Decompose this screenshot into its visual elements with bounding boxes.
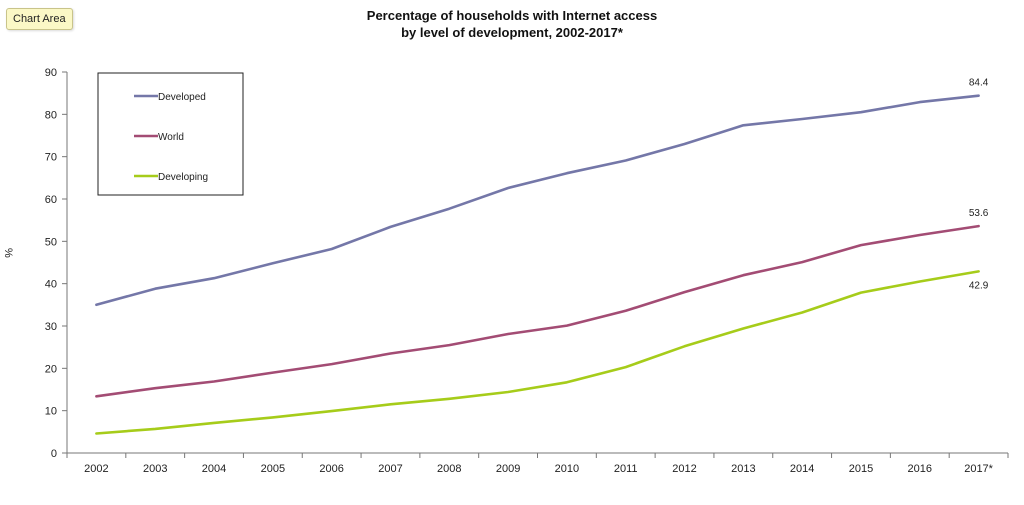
y-tick-label: 30 — [45, 321, 57, 333]
y-axis: 0 10 20 30 40 50 60 70 80 90 — [45, 67, 68, 460]
legend-label-developed: Developed — [158, 92, 206, 103]
y-tick-label: 10 — [45, 406, 57, 418]
x-tick-label: 2012 — [672, 463, 696, 475]
series-line-developing — [95, 270, 980, 435]
y-tick-label: 70 — [45, 152, 57, 164]
x-tick-label: 2003 — [143, 463, 167, 475]
x-axis: 2002 2003 2004 2005 2006 2007 2008 2009 2010 2011… — [66, 452, 1009, 475]
x-tick-label: 2014 — [790, 463, 814, 475]
x-tick-label: 2017* — [964, 463, 993, 475]
series-line-developed — [95, 94, 980, 307]
data-label-developing: 42.9 — [969, 280, 989, 291]
x-tick-label: 2004 — [202, 463, 226, 475]
x-tick-label: 2008 — [437, 463, 461, 475]
legend-box — [97, 72, 244, 196]
data-label-world: 53.6 — [969, 208, 989, 219]
x-tick-label: 2013 — [731, 463, 755, 475]
x-tick-label: 2005 — [261, 463, 285, 475]
chart-title: Percentage of households with Internet a… — [0, 7, 1024, 41]
series-layer — [95, 94, 980, 435]
x-tick-label: 2011 — [614, 463, 638, 475]
chart-title-line-1: Percentage of households with Internet a… — [366, 8, 658, 23]
y-tick-label: 50 — [45, 236, 57, 248]
x-tick-label: 2009 — [496, 463, 520, 475]
data-label-developed: 84.4 — [969, 78, 989, 89]
y-tick-label: 60 — [45, 194, 57, 206]
y-tick-label: 90 — [45, 67, 57, 79]
chart-title-line-2: by level of development, 2002-2017* — [401, 25, 623, 40]
x-tick-label: 2016 — [908, 463, 932, 475]
x-tick-label: 2006 — [319, 463, 343, 475]
series-line-world — [95, 224, 980, 398]
legend-label-developing: Developing — [158, 172, 208, 183]
legend-label-world: World — [158, 132, 184, 143]
chart-area-tooltip: Chart Area — [6, 8, 73, 30]
y-tick-label: 0 — [51, 448, 57, 460]
data-labels: 84.4 53.6 42.9 — [969, 78, 989, 292]
x-tick-label: 2010 — [555, 463, 579, 475]
y-axis-label: % — [2, 248, 14, 258]
legend[interactable]: Developed World Developing — [97, 72, 244, 196]
y-tick-label: 40 — [45, 279, 57, 291]
y-tick-label: 20 — [45, 363, 57, 375]
x-tick-label: 2015 — [849, 463, 873, 475]
x-tick-label: 2002 — [84, 463, 108, 475]
x-tick-label: 2007 — [378, 463, 402, 475]
y-tick-label: 80 — [45, 109, 57, 121]
